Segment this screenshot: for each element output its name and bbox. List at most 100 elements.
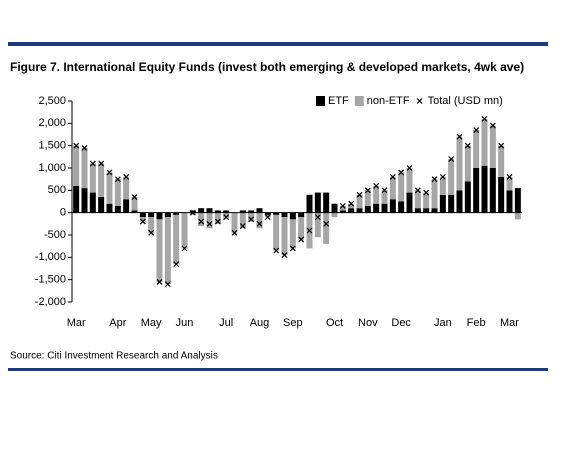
- total-marker: [98, 160, 105, 167]
- bar: [414, 208, 421, 213]
- legend-label: ETF: [328, 95, 349, 107]
- total-marker: [481, 115, 488, 122]
- bar: [406, 192, 413, 213]
- total-marker: [181, 245, 188, 252]
- bar: [248, 212, 255, 222]
- total-marker: [339, 203, 346, 209]
- x-tick-label: Jun: [176, 317, 194, 329]
- bar: [89, 163, 96, 193]
- bar: [389, 199, 396, 213]
- x-tick-label: Mar: [67, 317, 86, 329]
- y-tick-label: 2,500: [38, 95, 66, 107]
- bar: [189, 212, 196, 215]
- bar: [273, 214, 280, 251]
- y-tick-label: 1,500: [38, 140, 66, 152]
- bar: [323, 212, 330, 244]
- bar: [164, 217, 171, 285]
- total-marker: [448, 156, 455, 162]
- bar: [173, 214, 180, 265]
- total-marker: [164, 281, 171, 288]
- total-marker: [231, 229, 238, 236]
- chart-title: Figure 7. International Equity Funds (in…: [10, 60, 524, 74]
- total-marker: [239, 223, 246, 229]
- bottom-rule: [8, 368, 548, 371]
- x-tick-label: Aug: [250, 317, 270, 329]
- bar: [106, 203, 113, 213]
- top-rule: [8, 42, 548, 46]
- bar: [381, 190, 388, 204]
- total-marker: [331, 205, 338, 212]
- x-tick-label: Nov: [358, 317, 378, 329]
- total-marker: [323, 220, 330, 227]
- bar: [439, 194, 446, 213]
- bar: [148, 217, 155, 233]
- bar: [131, 197, 138, 211]
- bar: [514, 188, 521, 213]
- total-marker: [306, 227, 313, 234]
- bar: [139, 217, 146, 222]
- total-marker: [114, 176, 121, 183]
- bar: [314, 192, 321, 213]
- bar: [331, 212, 338, 218]
- bar: [214, 212, 221, 224]
- total-marker: [431, 176, 438, 183]
- total-marker: [156, 278, 163, 285]
- legend-marker: [416, 98, 423, 104]
- bar: [273, 212, 280, 215]
- total-marker: [148, 229, 155, 236]
- total-marker: [414, 187, 421, 194]
- bar: [489, 168, 496, 213]
- bar: [89, 192, 96, 213]
- bar: [123, 176, 130, 200]
- bar: [398, 201, 405, 213]
- total-marker: [406, 165, 413, 171]
- total-marker: [273, 247, 280, 254]
- y-tick-label: 500: [48, 184, 66, 196]
- total-marker: [264, 214, 271, 221]
- total-marker: [398, 169, 405, 176]
- bar: [448, 159, 455, 195]
- x-tick-label: Dec: [391, 317, 411, 329]
- bar: [373, 185, 380, 204]
- bar: [506, 176, 513, 191]
- bar: [456, 190, 463, 213]
- legend-label: non-ETF: [367, 95, 410, 107]
- bar: [348, 208, 355, 213]
- bar: [339, 205, 346, 211]
- legend-label: Total (USD mn): [428, 95, 503, 107]
- bar: [223, 212, 230, 220]
- bar: [398, 172, 405, 202]
- bar: [356, 194, 363, 209]
- total-marker: [223, 214, 230, 221]
- bar: [489, 125, 496, 168]
- bar: [198, 208, 205, 213]
- bar: [289, 219, 296, 249]
- bar: [114, 179, 121, 206]
- total-marker: [106, 169, 113, 176]
- bar: [248, 210, 255, 213]
- bar: [481, 118, 488, 166]
- y-tick-label: -500: [44, 229, 66, 241]
- total-marker: [364, 187, 371, 194]
- total-marker: [348, 200, 355, 207]
- y-tick-label: -1,500: [35, 274, 66, 286]
- bar: [173, 212, 180, 215]
- bar: [406, 168, 413, 193]
- total-marker: [464, 142, 471, 149]
- bar: [414, 190, 421, 209]
- bar: [323, 192, 330, 213]
- y-tick-label: 0: [60, 207, 66, 219]
- bar: [339, 210, 346, 213]
- total-marker: [123, 174, 130, 180]
- legend-swatch: [316, 96, 325, 106]
- bar: [198, 212, 205, 227]
- bar: [498, 145, 505, 177]
- bar: [73, 185, 80, 213]
- y-tick-label: 1,000: [38, 162, 66, 174]
- total-marker: [514, 191, 521, 198]
- bar: [481, 165, 488, 213]
- bar: [181, 212, 188, 249]
- bar: [214, 210, 221, 213]
- bar: [239, 210, 246, 213]
